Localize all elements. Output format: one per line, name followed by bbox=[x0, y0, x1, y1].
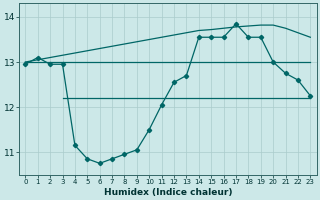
X-axis label: Humidex (Indice chaleur): Humidex (Indice chaleur) bbox=[104, 188, 232, 197]
